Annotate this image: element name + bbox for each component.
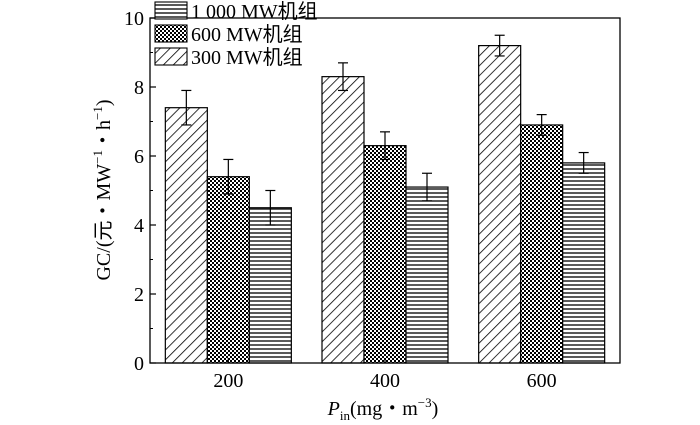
bar-200-series-2 <box>248 207 292 364</box>
legend-swatch-0 <box>154 1 188 20</box>
error-bar-200-series-0 <box>181 89 192 126</box>
error-bar-600-series-1 <box>536 113 547 136</box>
y-tick-label-0: 0 <box>134 353 144 375</box>
x-tick-label-600: 600 <box>527 370 557 392</box>
x-axis-superscript: −3 <box>418 395 432 410</box>
bar-600-series-2 <box>562 162 606 364</box>
y-tick-label-8: 8 <box>134 77 144 99</box>
bars-layer <box>164 44 606 364</box>
y-tick-label-10: 10 <box>124 8 144 30</box>
error-bar-400-series-0 <box>338 62 348 92</box>
y-axis-base: GC/(元・MW <box>93 164 115 281</box>
error-bar-400-series-1 <box>380 131 390 161</box>
bar-600-series-0 <box>478 44 522 364</box>
legend-swatch-1 <box>154 24 188 43</box>
y-axis-mid: ・h <box>93 120 115 150</box>
legend-swatch-2 <box>154 47 188 66</box>
axes-layer: 200 400 600 0 2 4 6 8 10 <box>124 8 621 392</box>
bar-400-series-1 <box>363 145 407 364</box>
bar-400-series-0 <box>321 76 365 364</box>
x-axis-close: ) <box>432 398 439 420</box>
x-axis-unit: (mg・m <box>350 398 418 420</box>
bar-200-series-0 <box>164 107 208 364</box>
x-axis-subscript: in <box>340 408 351 420</box>
y-tick-label-2: 2 <box>134 284 144 306</box>
y-axis-close: ) <box>93 99 115 106</box>
legend-label-2: 300 MW机组 <box>191 46 303 69</box>
legend-label-0: 1 000 MW机组 <box>191 0 318 23</box>
y-axis-sup1: −1 <box>90 150 105 164</box>
legend-label-1: 600 MW机组 <box>191 23 303 46</box>
bar-400-series-2 <box>405 186 449 364</box>
x-axis-title: Pin(mg・m−3) <box>327 395 439 420</box>
y-axis-sup2: −1 <box>90 106 105 120</box>
bar-200-series-1 <box>206 176 250 364</box>
error-bar-400-series-2 <box>422 172 432 202</box>
x-tick-label-200: 200 <box>213 370 243 392</box>
y-tick-label-4: 4 <box>134 215 144 237</box>
error-bar-600-series-2 <box>578 151 589 174</box>
error-bar-200-series-2 <box>265 189 276 226</box>
error-bar-600-series-0 <box>494 34 505 57</box>
y-axis-title: GC/(元・MW−1・h−1) <box>90 99 115 280</box>
y-tick-label-6: 6 <box>134 146 144 168</box>
error-bar-200-series-1 <box>223 158 234 195</box>
x-axis-var: P <box>327 398 340 420</box>
bar-600-series-1 <box>520 124 564 364</box>
error-bars-layer <box>181 34 589 226</box>
x-tick-label-400: 400 <box>370 370 400 392</box>
